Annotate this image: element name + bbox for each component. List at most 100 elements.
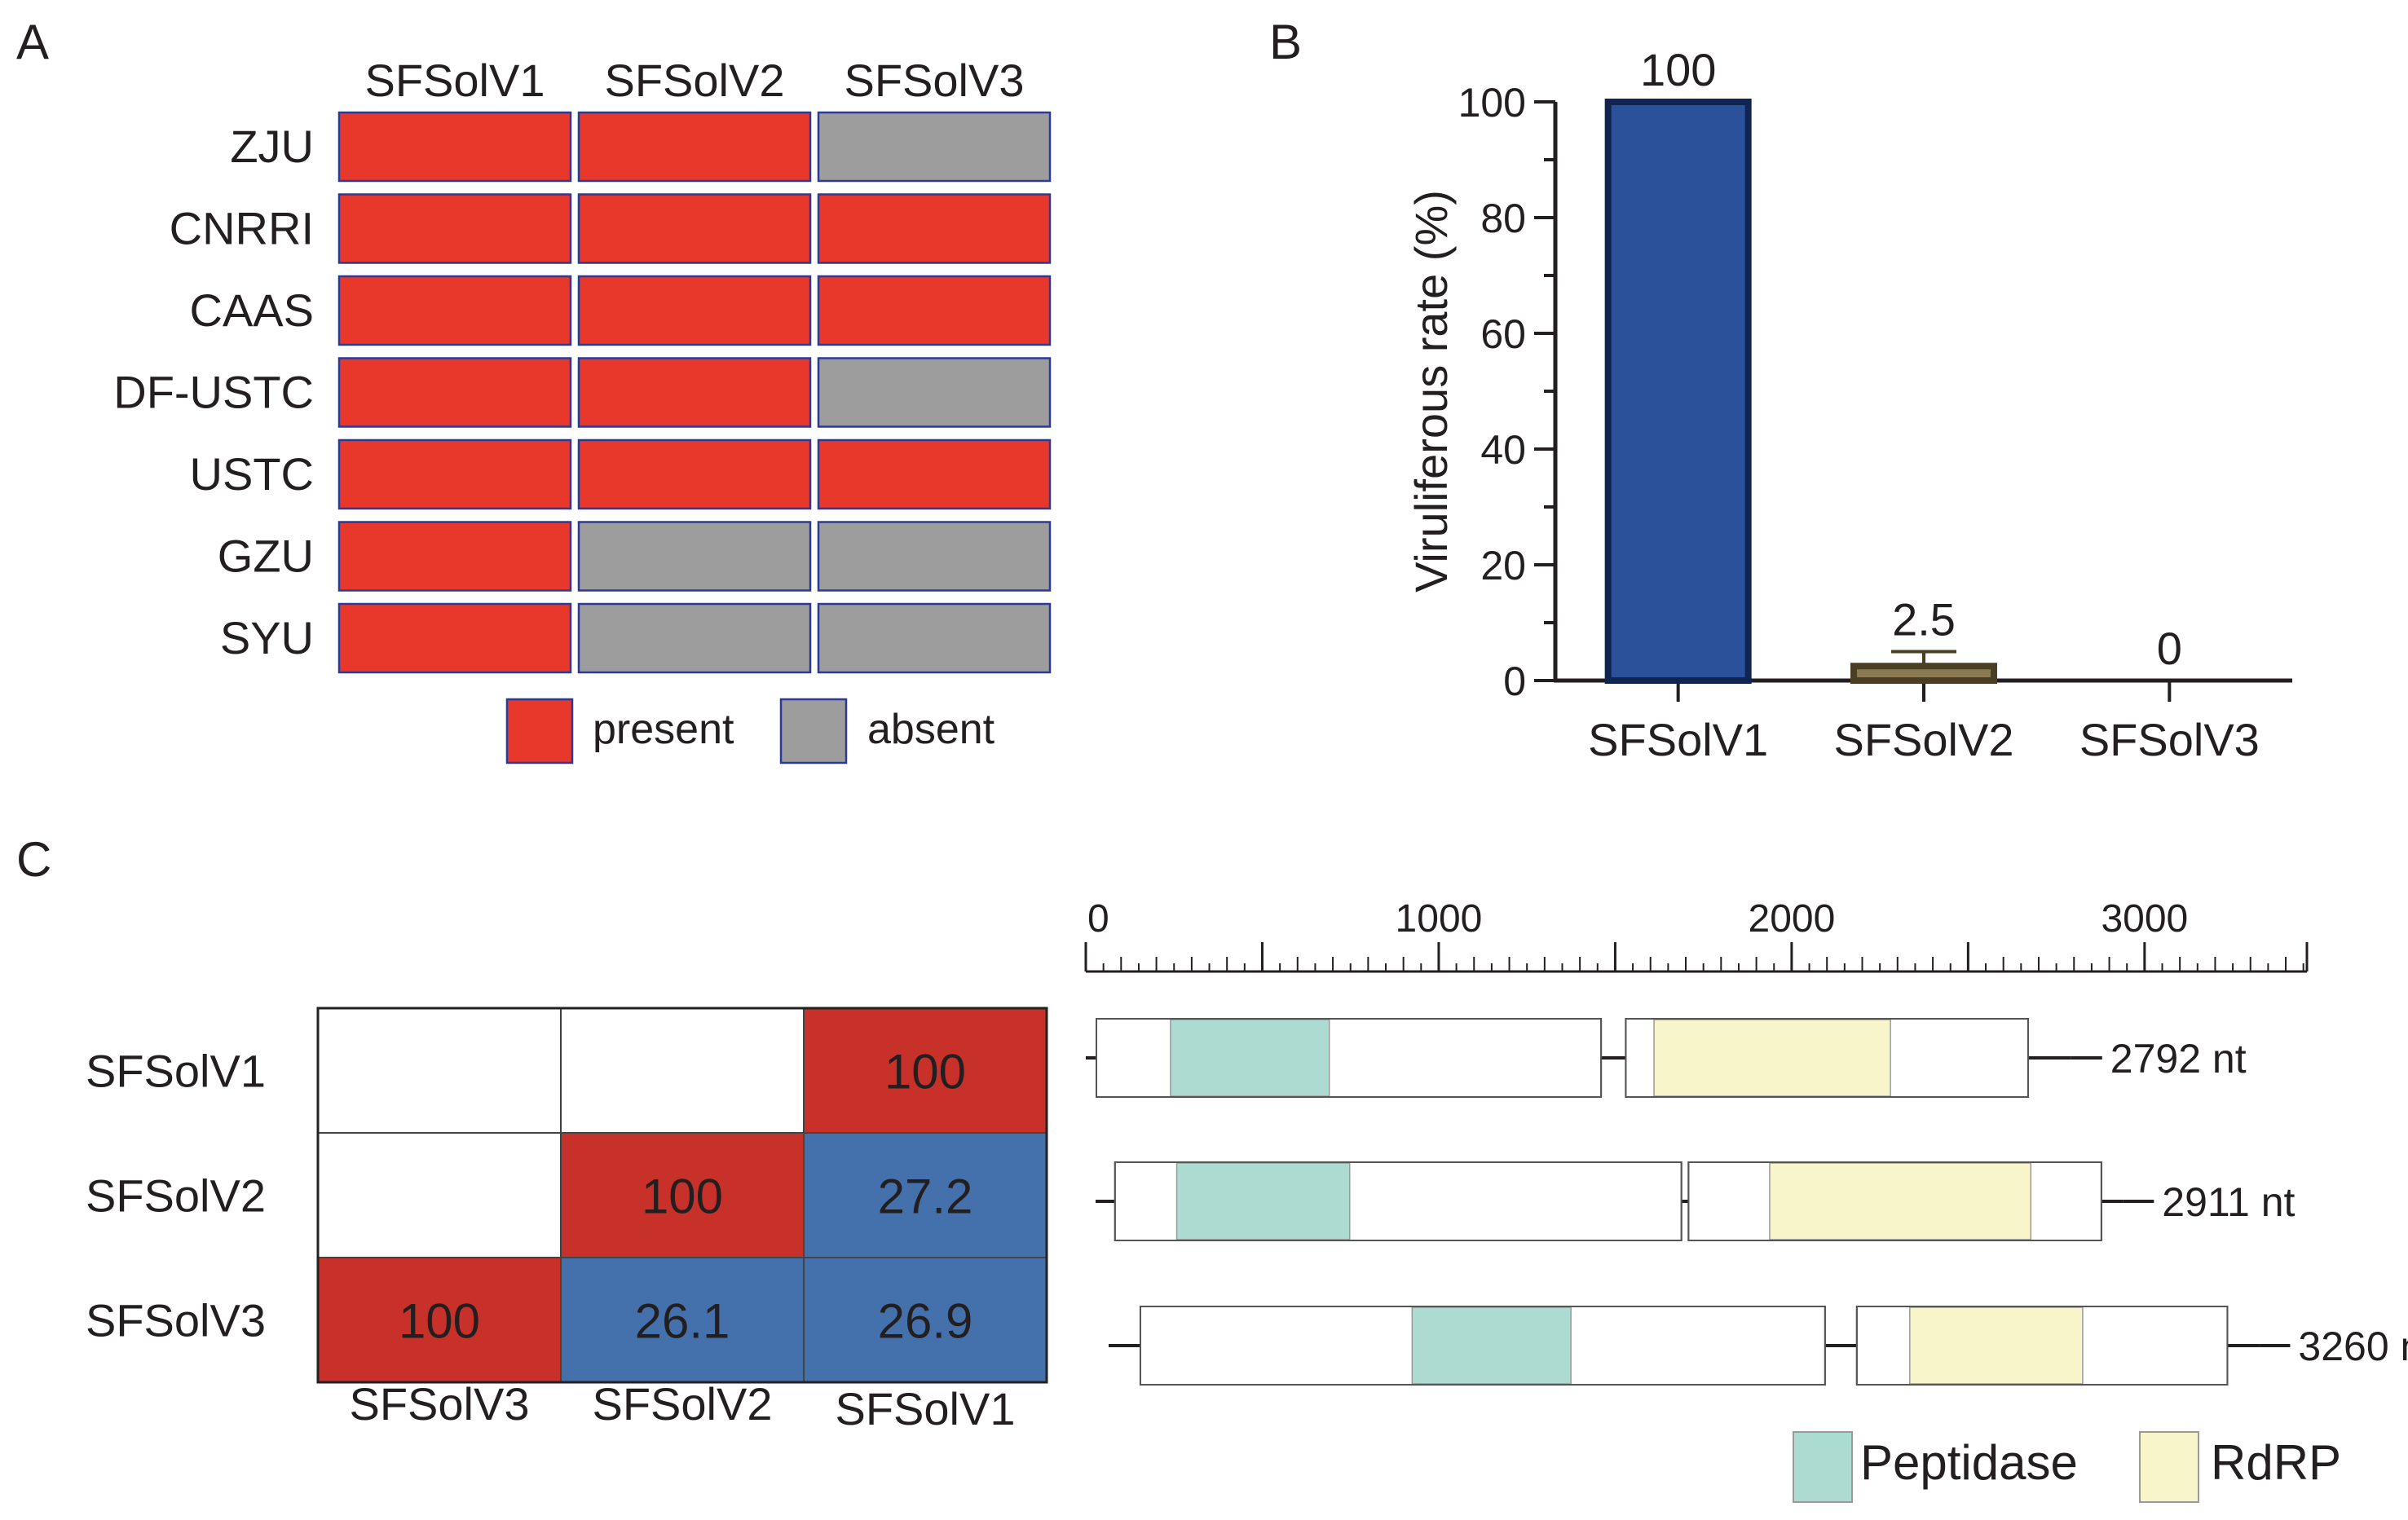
column-label: SFSolV3	[845, 55, 1025, 106]
legend-swatch-peptidase	[1793, 1431, 1853, 1503]
empty-cell	[317, 1132, 562, 1258]
rdrp-domain	[1769, 1162, 2032, 1240]
present-cell	[337, 357, 572, 428]
present-cell	[337, 193, 572, 264]
present-cell	[337, 521, 572, 592]
y-tick-label: 0	[1503, 659, 1526, 704]
genome-length-label: 3260 nt	[2298, 1324, 2408, 1369]
peptidase-domain	[1411, 1306, 1572, 1385]
cell-value: 100	[642, 1170, 723, 1224]
present-cell	[817, 193, 1052, 264]
rdrp-domain	[1653, 1019, 1891, 1097]
absent-cell	[577, 602, 812, 674]
data-label: 0	[2157, 623, 2182, 674]
present-cell	[577, 193, 812, 264]
orf-outline	[1687, 1161, 2102, 1241]
y-tick-label: 60	[1480, 311, 1526, 357]
scale-tick-label: 3000	[2101, 897, 2188, 941]
legend-label-absent: absent	[867, 706, 995, 753]
bar	[1604, 99, 1752, 684]
present-cell	[577, 357, 812, 428]
present-cell	[337, 602, 572, 674]
y-tick-label: 40	[1480, 427, 1526, 473]
row-label: SFSolV1	[86, 1046, 266, 1097]
legend-label-rdrp: RdRP	[2211, 1435, 2341, 1490]
row-label: CAAS	[190, 284, 315, 336]
row-label: CNRRI	[170, 203, 314, 254]
legend-label-present: present	[593, 706, 734, 753]
scale-tick-label: 0	[1087, 897, 1109, 941]
scale-tick-label: 1000	[1396, 897, 1483, 941]
genome-length-label: 2792 nt	[2110, 1036, 2247, 1082]
row-label: SFSolV3	[86, 1295, 266, 1346]
absent-cell	[817, 111, 1052, 183]
row-label: USTC	[190, 448, 314, 500]
row-label: SYU	[220, 612, 314, 663]
present-cell	[577, 275, 812, 346]
column-label: SFSolV3	[350, 1378, 530, 1430]
y-tick-label: 80	[1480, 196, 1526, 241]
legend-swatch-rdrp	[2139, 1431, 2199, 1503]
x-tick-label: SFSolV3	[2079, 714, 2260, 765]
panel-label-b: B	[1269, 15, 1302, 69]
y-axis-title: Viruliferous rate (%)	[1405, 190, 1457, 593]
orf-outline	[1625, 1018, 2029, 1098]
column-label: SFSolV2	[605, 55, 785, 106]
y-tick-label: 100	[1458, 80, 1526, 126]
viruliferous-bar-chart: 0 20 40 60 80 100 Viruliferous rate (%) SFSolV1…	[1405, 44, 2292, 765]
identity-cell	[803, 1257, 1047, 1383]
genome-map: 0 1000 2000 3000 2792 nt 2911 nt 3260 nt Peptid…	[1084, 897, 2408, 1503]
column-label: SFSolV1	[365, 55, 545, 106]
identity-cell	[803, 1132, 1047, 1258]
identity-cell	[317, 1257, 562, 1383]
panel-label-c: C	[16, 832, 51, 887]
orf-outline	[1139, 1306, 1826, 1386]
cell-value: 27.2	[878, 1170, 973, 1224]
heatmap-frame	[316, 1007, 1048, 1384]
row-label: ZJU	[230, 121, 314, 172]
legend-swatch-absent	[779, 698, 848, 764]
absent-cell	[817, 602, 1052, 674]
present-cell	[337, 438, 572, 510]
empty-cell	[560, 1007, 805, 1134]
data-label: 2.5	[1892, 594, 1956, 645]
orf-outline	[1095, 1018, 1603, 1098]
bar	[1850, 663, 1997, 684]
x-tick-label: SFSolV1	[1588, 714, 1768, 765]
present-cell	[577, 111, 812, 183]
present-cell	[577, 438, 812, 510]
present-cell	[817, 275, 1052, 346]
present-cell	[337, 111, 572, 183]
absent-cell	[577, 521, 812, 592]
absent-cell	[817, 357, 1052, 428]
empty-cell	[317, 1007, 562, 1134]
identity-heatmap: SFSolV1 100 SFSolV2 100 27.2 SFSolV3 100 26.1 26…	[86, 1007, 1048, 1434]
peptidase-domain	[1170, 1019, 1330, 1097]
row-label: SFSolV2	[86, 1170, 266, 1222]
column-label: SFSolV1	[836, 1383, 1016, 1434]
x-tick-label: SFSolV2	[1834, 714, 2014, 765]
peptidase-domain	[1175, 1162, 1351, 1240]
row-label: DF-USTC	[113, 367, 314, 418]
y-tick-label: 20	[1480, 543, 1526, 588]
cell-value: 100	[884, 1045, 966, 1099]
cell-value: 26.9	[878, 1294, 973, 1349]
legend-label-peptidase: Peptidase	[1860, 1435, 2078, 1490]
absent-cell	[817, 521, 1052, 592]
orf-outline	[1114, 1161, 1683, 1241]
presence-heatmap: SFSolV1 SFSolV2 SFSolV3 ZJU CNRRI CAAS DF-USTC…	[113, 55, 1052, 764]
rdrp-domain	[1909, 1306, 2084, 1385]
column-label: SFSolV2	[593, 1378, 773, 1430]
cell-value: 100	[399, 1294, 480, 1349]
cell-value: 26.1	[635, 1294, 730, 1349]
legend-swatch-present	[505, 698, 574, 764]
present-cell	[817, 438, 1052, 510]
panel-label-a: A	[16, 15, 49, 69]
scale-tick-label: 2000	[1749, 897, 1836, 941]
genome-length-label: 2911 nt	[2162, 1179, 2295, 1225]
present-cell	[337, 275, 572, 346]
data-label: 100	[1640, 44, 1716, 95]
orf-outline	[1855, 1306, 2229, 1386]
row-label: GZU	[218, 531, 314, 582]
